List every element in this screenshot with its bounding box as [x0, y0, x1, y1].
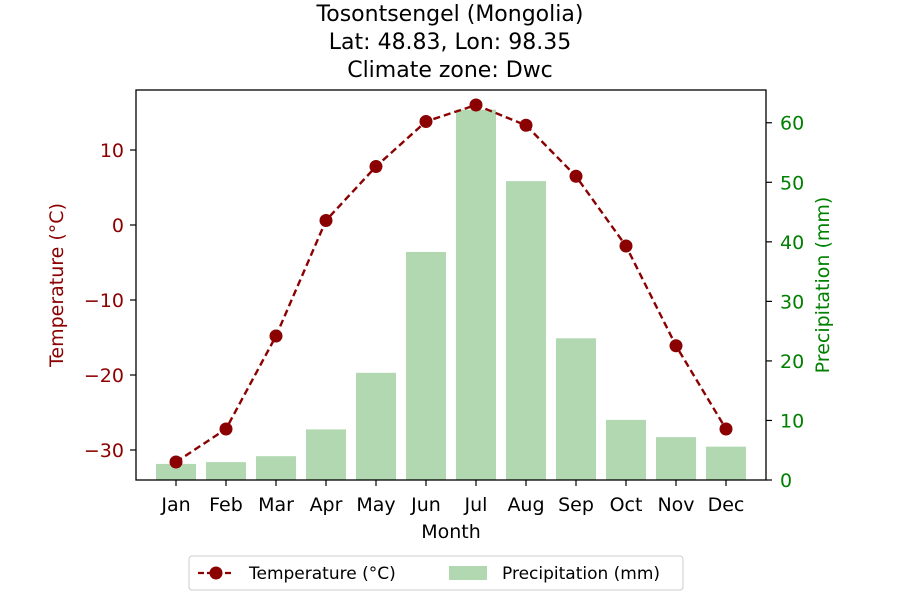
- precip-tick-label: 10: [780, 410, 804, 432]
- precip-bar-jan: [156, 463, 196, 480]
- plot-frame: [135, 89, 767, 481]
- precip-tick-label: 50: [780, 172, 804, 194]
- legend-precipitation-label: Precipitation (mm): [502, 564, 660, 584]
- precip-tick-label: 40: [780, 232, 804, 254]
- temp-point-aug: [519, 118, 533, 132]
- temperature-series: [169, 98, 733, 469]
- precip-bar-apr: [306, 429, 346, 480]
- x-tick-label-jan: Jan: [160, 494, 190, 516]
- x-tick-label-dec: Dec: [708, 494, 745, 516]
- precip-bar-nov: [656, 437, 696, 480]
- left-axis-ticks: −30 −20 −10 0 10: [84, 140, 136, 462]
- right-axis-label: Precipitation (mm): [812, 197, 834, 374]
- precip-tick-label: 60: [780, 113, 804, 135]
- legend-temperature-marker: [209, 566, 223, 580]
- x-tick-label-aug: Aug: [507, 494, 544, 516]
- temp-tick-label: −30: [84, 440, 124, 462]
- x-tick-label-mar: Mar: [258, 494, 294, 516]
- left-axis-label: Temperature (°C): [46, 203, 68, 368]
- x-tick-label-jun: Jun: [410, 494, 441, 516]
- legend: Temperature (°C) Precipitation (mm): [188, 555, 684, 591]
- x-tick-label-oct: Oct: [610, 494, 643, 516]
- temp-point-oct: [619, 239, 633, 253]
- temp-point-nov: [669, 339, 683, 353]
- temp-point-mar: [269, 329, 283, 343]
- temp-point-jul: [469, 98, 483, 112]
- legend-box: [188, 555, 684, 591]
- precip-bar-may: [356, 372, 396, 480]
- precip-bar-oct: [606, 419, 646, 480]
- temp-point-jun: [419, 115, 433, 128]
- chart-title-line-2: Lat: 48.83, Lon: 98.35: [329, 30, 571, 55]
- temp-point-jan: [169, 455, 183, 469]
- x-tick-label-sep: Sep: [558, 494, 594, 516]
- temp-tick-label: −10: [84, 290, 124, 312]
- precip-bar-dec: [706, 446, 746, 480]
- temp-point-apr: [319, 214, 333, 227]
- precip-bar-aug: [506, 181, 546, 480]
- precip-bar-mar: [256, 456, 296, 480]
- temp-point-dec: [719, 422, 733, 436]
- precip-bar-jun: [406, 251, 446, 480]
- precip-tick-label: 30: [780, 291, 804, 313]
- chart-title-line-3: Climate zone: Dwc: [347, 58, 553, 83]
- right-axis-ticks: 0 10 20 30 40 50 60: [766, 113, 804, 492]
- legend-temperature-label: Temperature (°C): [248, 564, 396, 584]
- precip-tick-label: 20: [780, 351, 804, 373]
- precipitation-bars: [156, 109, 746, 480]
- x-axis-label: Month: [421, 521, 481, 543]
- temp-tick-label: −20: [84, 365, 124, 387]
- temp-tick-label: 0: [112, 215, 124, 237]
- x-tick-label-may: May: [356, 494, 395, 516]
- x-axis-ticks: Jan Feb Mar Apr May Jun Jul Aug Sep Oct Nov Dec: [160, 480, 744, 516]
- x-tick-label-jul: Jul: [464, 494, 488, 516]
- precip-bar-sep: [556, 338, 596, 480]
- temperature-line: [175, 103, 728, 464]
- legend-precipitation-swatch: [449, 566, 487, 580]
- temp-point-feb: [219, 422, 233, 436]
- precip-bar-jul: [456, 109, 496, 480]
- x-tick-label-feb: Feb: [209, 494, 243, 516]
- precip-tick-label: 0: [780, 470, 792, 492]
- x-tick-label-nov: Nov: [657, 494, 694, 516]
- temp-point-may: [369, 160, 383, 173]
- chart-title-line-1: Tosontsengel (Mongolia): [316, 2, 584, 27]
- temp-point-sep: [569, 169, 583, 183]
- temp-tick-label: 10: [100, 140, 124, 162]
- precip-bar-feb: [206, 462, 246, 480]
- x-tick-label-apr: Apr: [310, 494, 343, 516]
